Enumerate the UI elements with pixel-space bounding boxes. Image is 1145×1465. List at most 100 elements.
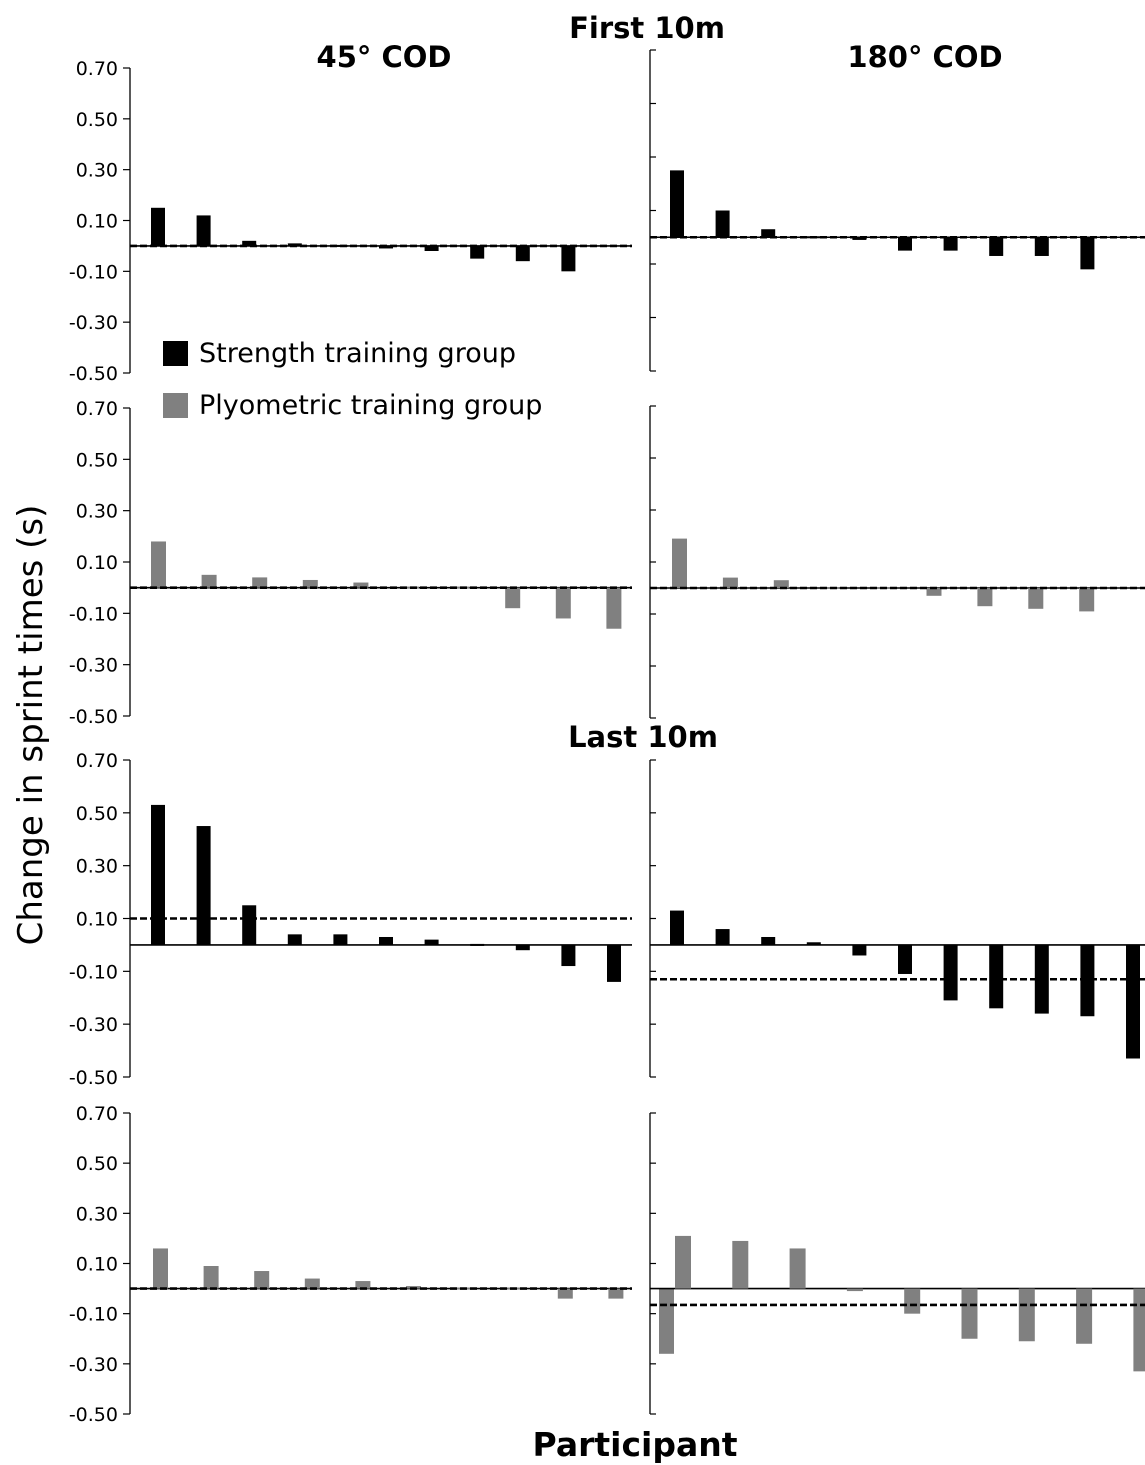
y-tick-label: 0.50 xyxy=(76,109,118,131)
y-tick-label: 0.50 xyxy=(76,803,118,825)
bar-2 xyxy=(732,1240,749,1289)
legend-swatch-plyometric xyxy=(163,393,188,418)
bar-3 xyxy=(252,577,268,588)
bar-2 xyxy=(196,215,211,246)
y-axis-label: Change in sprint times (s) xyxy=(11,505,51,946)
bar-11 xyxy=(659,1288,674,1354)
bar-11 xyxy=(607,944,621,982)
bar-9 xyxy=(557,1288,573,1299)
bar-4 xyxy=(304,1278,320,1289)
y-tick-label: 0.70 xyxy=(76,398,118,420)
y-tick-label: 0.10 xyxy=(76,211,118,233)
bar-1 xyxy=(151,207,165,246)
bar-3 xyxy=(242,905,257,945)
y-tick-label: -0.50 xyxy=(69,1067,118,1089)
bar-7 xyxy=(424,245,439,251)
y-tick-label: -0.30 xyxy=(69,312,118,334)
y-tick-label: 0.10 xyxy=(76,909,118,931)
y-tick-label: 0.30 xyxy=(76,160,118,182)
bar-1 xyxy=(153,1248,168,1289)
bar-7 xyxy=(1018,1288,1035,1342)
bar-1 xyxy=(675,1235,691,1289)
bar-10 xyxy=(608,1288,624,1299)
legend: Strength training group Plyometric train… xyxy=(163,338,542,421)
legend-label-plyometric: Plyometric training group xyxy=(199,390,542,421)
bar-8 xyxy=(1076,1288,1093,1344)
bar-8 xyxy=(505,587,521,609)
bar-6 xyxy=(898,944,912,974)
panel-4 xyxy=(649,405,1145,719)
y-tick-label: -0.10 xyxy=(69,961,118,983)
bar-1 xyxy=(670,170,684,238)
bar-1 xyxy=(151,541,166,588)
bar-6 xyxy=(961,1288,978,1339)
y-tick-label: 0.30 xyxy=(76,1203,118,1225)
column-title-180: 180° COD xyxy=(847,40,1002,74)
bar-7 xyxy=(977,588,993,607)
y-tick-label: 0.70 xyxy=(76,58,118,80)
bar-5 xyxy=(333,934,348,945)
column-title-45: 45° COD xyxy=(317,40,452,74)
bar-1 xyxy=(151,804,165,945)
bar-10 xyxy=(1080,237,1095,270)
bar-1 xyxy=(672,538,687,588)
y-tick-label: 0.10 xyxy=(76,1254,118,1276)
bar-5 xyxy=(904,1288,921,1314)
bar-9 xyxy=(515,245,530,262)
y-tick-label: -0.50 xyxy=(69,706,118,728)
bar-3 xyxy=(789,1248,806,1289)
bar-2 xyxy=(203,1266,219,1289)
y-tick-label: 0.10 xyxy=(76,552,118,574)
bar-3 xyxy=(761,229,776,238)
bar-2 xyxy=(715,210,730,238)
bar-8 xyxy=(470,245,485,259)
y-tick-label: -0.50 xyxy=(69,1404,118,1426)
bar-5 xyxy=(852,237,867,240)
bar-9 xyxy=(1133,1288,1145,1372)
y-tick-label: -0.10 xyxy=(69,603,118,625)
legend-swatch-strength xyxy=(163,341,188,366)
bar-3 xyxy=(761,936,776,945)
y-tick-label: -0.30 xyxy=(69,655,118,677)
y-tick-label: 0.50 xyxy=(76,449,118,471)
panel-6 xyxy=(649,759,1145,1078)
y-tick-label: 0.70 xyxy=(76,750,118,772)
header-last-10m: Last 10m xyxy=(568,720,718,754)
panel-1: 0.70 0.50 0.30 0.10 -0.10 -0.30 -0.50 xyxy=(69,58,632,385)
bar-7 xyxy=(424,939,439,945)
y-tick-label: -0.30 xyxy=(69,1014,118,1036)
y-tick-label: -0.10 xyxy=(69,1304,118,1326)
y-tick-label: -0.50 xyxy=(69,363,118,385)
panels: 0.700.500.300.10-0.10-0.30-0.500.700.500… xyxy=(69,49,1145,1426)
bar-1 xyxy=(670,910,684,945)
bar-11 xyxy=(1126,944,1140,1059)
bar-6 xyxy=(379,936,393,945)
bar-8 xyxy=(989,944,1004,1009)
bar-8 xyxy=(470,943,485,946)
bar-5 xyxy=(852,944,867,956)
bar-10 xyxy=(1080,944,1095,1017)
panel-8 xyxy=(649,1112,1145,1415)
y-tick-label: -0.30 xyxy=(69,1354,118,1376)
bar-2 xyxy=(201,574,217,588)
y-tick-label: 0.50 xyxy=(76,1153,118,1175)
y-tick-label: -0.10 xyxy=(69,261,118,283)
bar-3 xyxy=(254,1271,270,1289)
bar-4 xyxy=(287,934,302,945)
bar-5 xyxy=(355,1281,371,1289)
legend-label-strength: Strength training group xyxy=(199,338,516,369)
bar-6 xyxy=(926,588,942,596)
bar-7 xyxy=(943,237,958,251)
bar-10 xyxy=(561,944,576,967)
bar-9 xyxy=(1079,588,1095,612)
bar-5 xyxy=(353,582,369,588)
bar-2 xyxy=(722,577,738,588)
bar-10 xyxy=(561,245,576,272)
bar-9 xyxy=(1034,237,1049,256)
bar-4 xyxy=(846,1288,863,1292)
bar-8 xyxy=(989,237,1004,256)
bar-7 xyxy=(943,944,958,1001)
bar-9 xyxy=(555,587,571,619)
y-tick-label: 0.30 xyxy=(76,501,118,523)
x-axis-label: Participant xyxy=(533,1425,738,1464)
